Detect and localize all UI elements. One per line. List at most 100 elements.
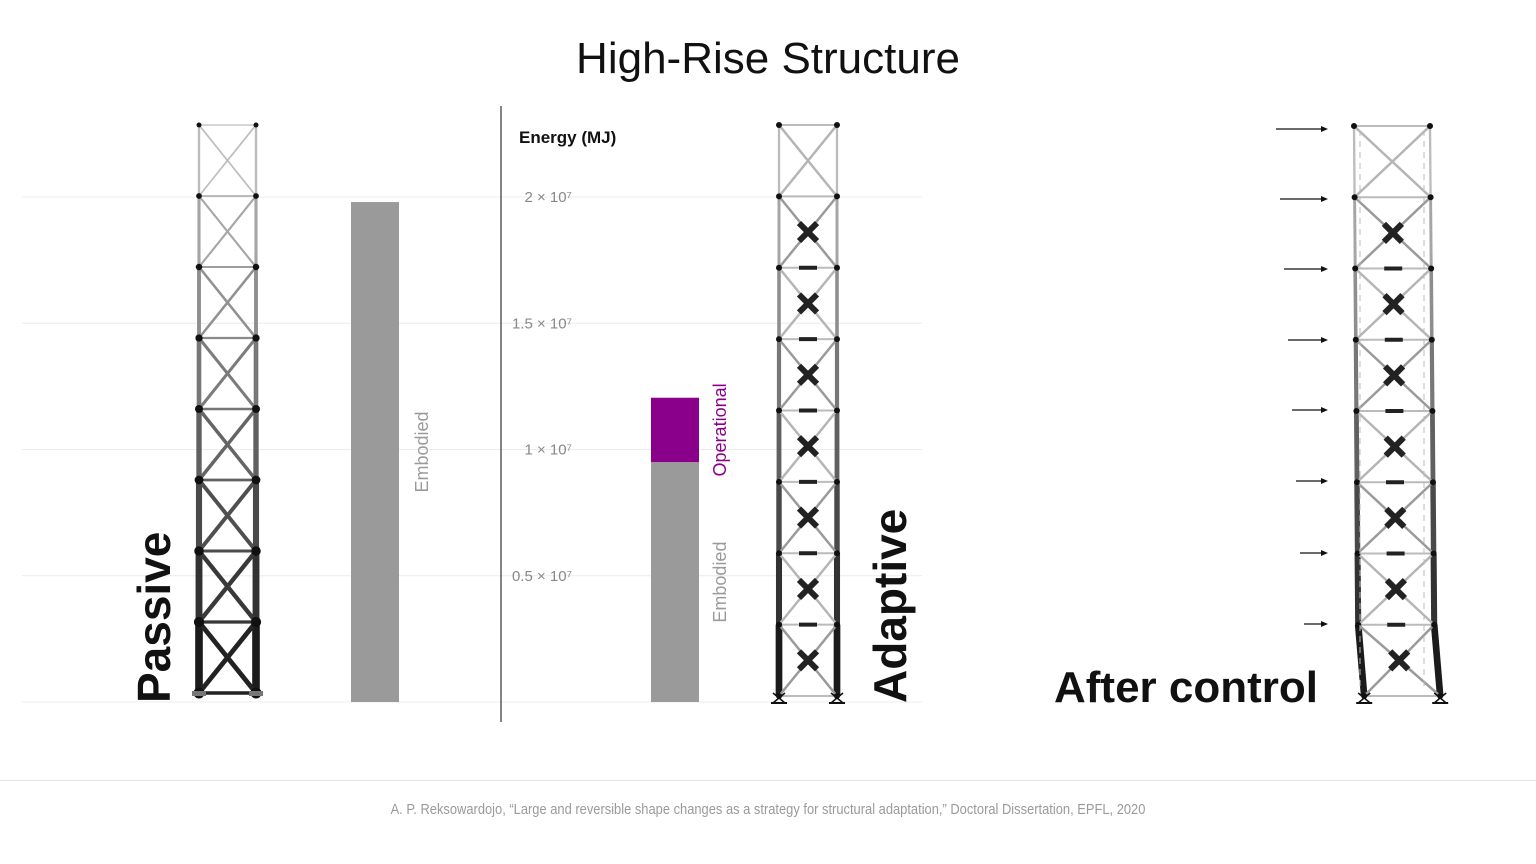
tower-node: [196, 122, 202, 128]
tower-node: [193, 616, 205, 628]
tower-node: [1354, 479, 1360, 486]
tower-column: [1353, 410, 1360, 483]
tower-node: [776, 621, 782, 628]
actuator-marker: [1382, 293, 1405, 316]
tower-node: [251, 475, 261, 485]
tower-support: [772, 692, 786, 704]
tower-node: [195, 405, 203, 413]
tower-node: [1428, 265, 1435, 272]
tower-column: [1429, 410, 1436, 483]
tower-node: [776, 122, 782, 128]
footer-divider: [0, 780, 1536, 781]
tower-node: [834, 193, 840, 200]
load-arrow-head: [1321, 407, 1328, 413]
tower-support: [1357, 692, 1371, 704]
load-arrow-head: [1321, 196, 1328, 202]
y-tick-label: 1.5 × 10⁷: [512, 315, 572, 332]
tower-node: [252, 263, 260, 271]
tower-node: [776, 336, 782, 343]
y-tick-label: 0.5 × 10⁷: [512, 568, 572, 585]
tower-brace: [197, 549, 258, 624]
tower-support: [192, 691, 206, 696]
load-arrow-head: [1321, 126, 1328, 132]
tower-column: [1430, 482, 1437, 554]
tower-node: [1429, 408, 1436, 414]
tower-node: [1354, 550, 1361, 557]
tower-column: [1354, 482, 1361, 554]
tower-node: [776, 550, 782, 557]
tower-node: [253, 122, 259, 128]
tower-brace: [197, 266, 258, 339]
tower-node: [250, 616, 262, 628]
tower-node: [252, 405, 260, 413]
tower-node: [194, 546, 204, 556]
tower-node: [1352, 336, 1359, 343]
tower-column: [1428, 125, 1432, 198]
tower-brace: [1353, 125, 1431, 199]
tower-brace: [198, 195, 257, 268]
after-control-tower-diagram: [1351, 123, 1449, 704]
tower-brace: [197, 337, 258, 410]
tower-node: [252, 334, 260, 342]
tower-column: [1353, 268, 1358, 340]
actuator-marker: [1384, 578, 1408, 601]
bar-embodied-adaptive: [651, 462, 699, 702]
bar-label-embodied: Embodied: [710, 542, 730, 623]
bar-embodied-passive: [351, 202, 399, 703]
actuator-marker: [796, 363, 820, 386]
actuator-marker: [796, 506, 820, 529]
actuator-marker: [796, 649, 820, 672]
tower-node: [1428, 336, 1435, 343]
tower-brace: [197, 407, 258, 482]
tower-brace: [198, 124, 257, 197]
tower-support: [1433, 692, 1447, 704]
tower-node: [1427, 194, 1434, 201]
chart-y-axis-label: Energy (MJ): [519, 128, 616, 147]
tower-column: [1429, 197, 1433, 269]
tower-column: [1430, 553, 1438, 625]
load-arrow-head: [1321, 266, 1328, 272]
actuator-marker: [796, 220, 820, 244]
wind-load-arrows: [1276, 126, 1328, 627]
actuator-marker: [1381, 221, 1405, 244]
chart-bars: Embodied Embodied Operational: [351, 202, 730, 703]
tower-node: [834, 478, 840, 485]
tower-node: [1430, 479, 1436, 486]
actuator-marker: [1384, 506, 1407, 529]
tower-node: [834, 336, 840, 343]
bar-label-operational: Operational: [710, 383, 730, 476]
bar-operational-adaptive: [651, 397, 699, 463]
tower-node: [776, 407, 782, 414]
actuator-marker: [796, 577, 820, 601]
tower-brace: [197, 478, 258, 553]
tower-column: [1352, 125, 1356, 198]
y-tick-label: 2 × 10⁷: [524, 189, 572, 206]
citation: A. P. Reksowardojo, “Large and reversibl…: [390, 801, 1146, 818]
tower-node: [776, 264, 782, 271]
load-arrow-head: [1321, 621, 1328, 627]
tower-node: [776, 193, 782, 200]
tower-column: [1353, 197, 1357, 269]
tower-node: [196, 193, 202, 199]
passive-tower-diagram: [192, 122, 263, 699]
tower-column: [1354, 553, 1362, 625]
tower-column: [1354, 624, 1368, 697]
tower-column: [1429, 268, 1434, 340]
actuator-marker: [1382, 364, 1406, 387]
tower-node: [834, 122, 840, 128]
y-tick-label: 1 × 10⁷: [524, 442, 572, 459]
tower-node: [1352, 265, 1359, 272]
bar-label-embodied: Embodied: [412, 411, 432, 492]
tower-node: [195, 334, 203, 342]
label-adaptive: Adaptive: [864, 509, 916, 703]
tower-support: [249, 691, 263, 696]
tower-support: [830, 692, 844, 704]
tower-brace: [197, 620, 258, 695]
label-passive: Passive: [128, 532, 180, 703]
tower-column: [1429, 339, 1435, 412]
actuator-marker: [796, 435, 820, 458]
chart-y-ticks: 0.5 × 10⁷ 1 × 10⁷ 1.5 × 10⁷ 2 × 10⁷: [512, 189, 572, 585]
tower-node: [1431, 621, 1438, 628]
tower-node: [194, 475, 204, 485]
tower-node: [253, 193, 259, 199]
